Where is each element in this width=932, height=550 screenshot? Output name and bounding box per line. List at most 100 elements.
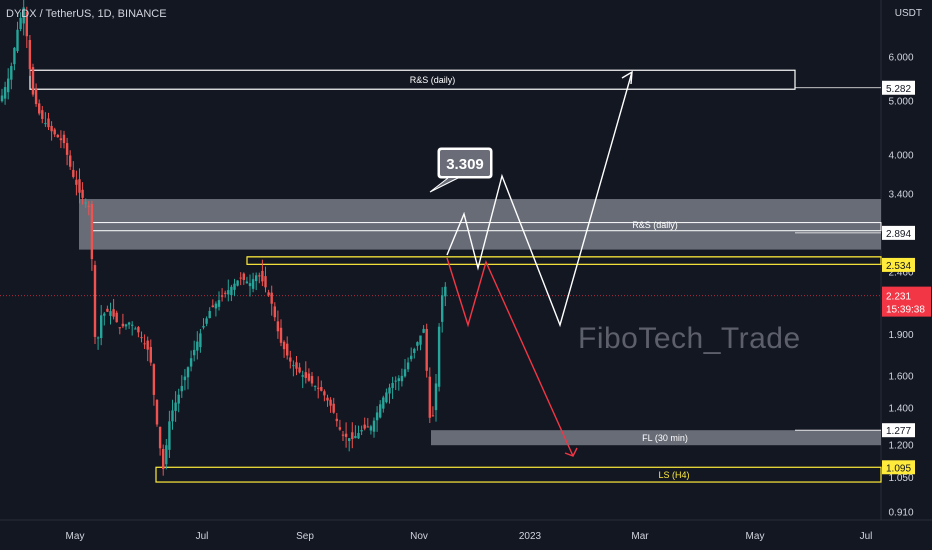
candle-body bbox=[354, 435, 357, 439]
candle-body bbox=[379, 404, 382, 418]
candle-body bbox=[279, 327, 283, 343]
candle-body bbox=[93, 265, 97, 337]
candle-body bbox=[220, 295, 224, 297]
candle-body bbox=[295, 362, 298, 369]
candle-body bbox=[394, 380, 397, 382]
zone-box bbox=[155, 466, 882, 483]
zone-box bbox=[431, 430, 881, 446]
price-tick-label: 0.910 bbox=[888, 507, 913, 518]
candle-body bbox=[75, 179, 78, 185]
candle-body bbox=[444, 286, 447, 297]
candle-body bbox=[323, 391, 326, 396]
candle-body bbox=[41, 110, 44, 119]
price-callout: 3.309 bbox=[429, 147, 493, 193]
candle-body bbox=[341, 434, 345, 436]
candle-body bbox=[87, 205, 90, 207]
candle-body bbox=[264, 276, 267, 288]
candle-body bbox=[115, 312, 118, 323]
price-tag-box bbox=[882, 460, 915, 475]
candle-body bbox=[289, 357, 292, 362]
candle-body bbox=[118, 327, 121, 329]
zone-label: R&S (daily) bbox=[410, 75, 456, 85]
price-tick-label: 1.900 bbox=[888, 330, 913, 341]
candle-body bbox=[65, 143, 69, 155]
candle-body bbox=[307, 373, 311, 381]
candle-body bbox=[292, 365, 295, 367]
candle-body bbox=[59, 138, 63, 141]
price-tag-label: 1.095 bbox=[886, 463, 911, 474]
candle-body bbox=[425, 328, 428, 371]
candle-body bbox=[298, 367, 301, 373]
candle-body bbox=[84, 202, 87, 204]
candle-body bbox=[428, 376, 431, 418]
candle-body bbox=[397, 378, 400, 382]
candle-body bbox=[3, 87, 7, 99]
candle-body bbox=[416, 342, 419, 346]
time-tick-label: Jul bbox=[860, 531, 873, 542]
candle-body bbox=[183, 376, 187, 381]
price-tag-label: 1.277 bbox=[886, 426, 911, 437]
candle-body bbox=[69, 155, 72, 167]
candle-body bbox=[96, 337, 100, 339]
candle-body bbox=[217, 300, 221, 307]
candle-body bbox=[13, 47, 16, 65]
candle-body bbox=[137, 327, 140, 333]
candle-body bbox=[62, 134, 66, 144]
zone-box bbox=[79, 199, 881, 250]
candle-body bbox=[205, 318, 208, 324]
price-tick-label: 1.050 bbox=[888, 473, 913, 484]
candle-body bbox=[109, 311, 112, 316]
candle-body bbox=[270, 292, 273, 304]
candle-body bbox=[385, 392, 388, 403]
candles bbox=[0, 0, 447, 476]
candle-body bbox=[372, 420, 376, 432]
candle-body bbox=[422, 328, 425, 333]
candle-body bbox=[56, 134, 59, 138]
candle-body bbox=[403, 369, 407, 377]
price-tick-label: 5.000 bbox=[888, 96, 913, 107]
candle-body bbox=[149, 347, 152, 363]
candle-body bbox=[286, 343, 289, 356]
candle-body bbox=[193, 349, 196, 356]
candle-body bbox=[34, 88, 38, 105]
candle-body bbox=[434, 383, 438, 411]
candle-body bbox=[47, 118, 50, 128]
candle-body bbox=[224, 292, 227, 294]
zone-label: R&S (daily) bbox=[632, 220, 678, 230]
candle-body bbox=[313, 385, 317, 387]
price-tick-label: 1.600 bbox=[888, 371, 913, 382]
candle-body bbox=[10, 66, 13, 80]
bearish-projection-path bbox=[446, 257, 574, 457]
time-tick-label: Nov bbox=[410, 531, 428, 542]
candle-body bbox=[25, 12, 28, 37]
candle-body bbox=[168, 421, 171, 450]
zone-box bbox=[29, 69, 796, 90]
candle-body bbox=[146, 340, 149, 350]
candle-body bbox=[0, 95, 4, 102]
candle-body bbox=[211, 305, 214, 308]
price-tag-label: 2.534 bbox=[886, 261, 911, 272]
symbol-title: DYDX / TetherUS, 1D, BINANCE bbox=[6, 8, 167, 20]
candle-body bbox=[248, 283, 252, 287]
candle-body bbox=[245, 281, 249, 284]
candle-body bbox=[152, 364, 156, 395]
candle-body bbox=[301, 375, 304, 377]
candle-body bbox=[261, 270, 264, 282]
candle-body bbox=[202, 325, 205, 328]
candle-body bbox=[441, 295, 444, 322]
candle-body bbox=[335, 418, 338, 422]
candle-body bbox=[31, 67, 35, 95]
price-tick-label: 6.000 bbox=[888, 53, 913, 64]
candle-body bbox=[310, 376, 314, 384]
candle-body bbox=[50, 125, 53, 132]
candle-body bbox=[134, 328, 137, 330]
candle-body bbox=[366, 426, 369, 428]
candle-body bbox=[162, 449, 165, 470]
candle-body bbox=[208, 310, 211, 319]
candle-body bbox=[180, 385, 183, 392]
candle-body bbox=[78, 179, 81, 193]
candle-body bbox=[357, 432, 360, 439]
candle-body bbox=[171, 410, 174, 422]
